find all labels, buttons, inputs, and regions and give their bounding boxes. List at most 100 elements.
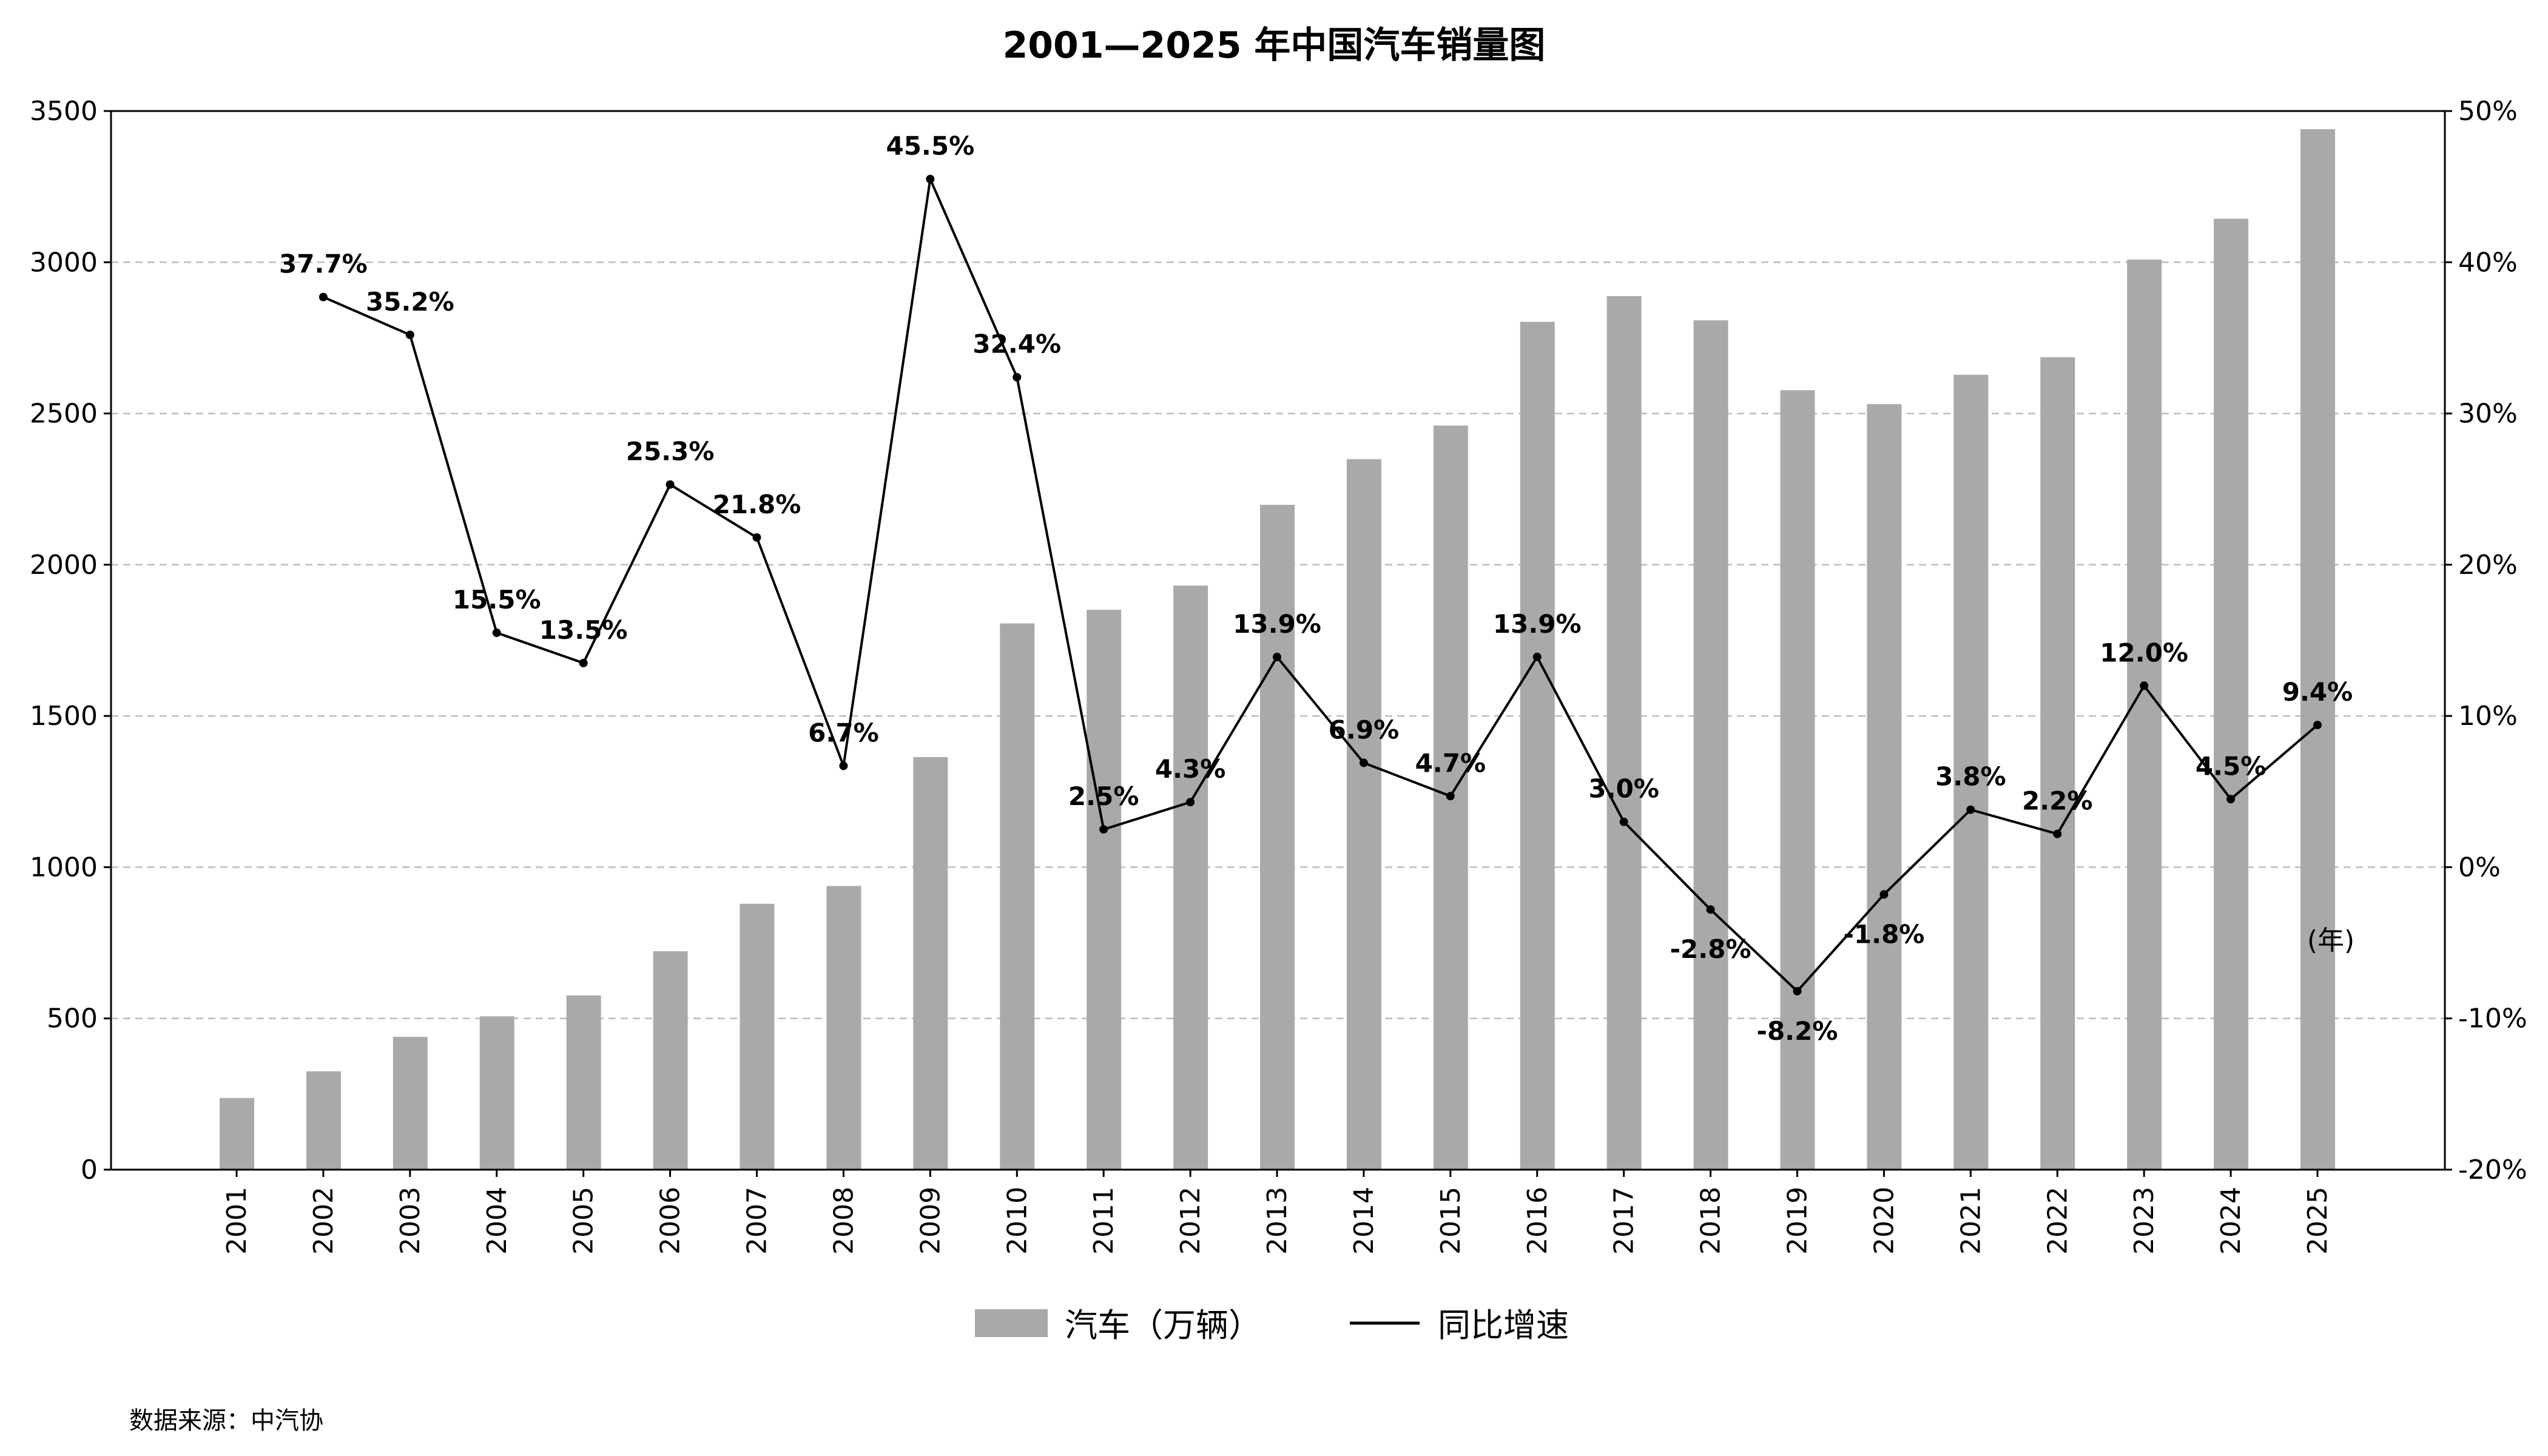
bar-2017 <box>1606 296 1642 1170</box>
point-2005 <box>579 658 588 667</box>
x-tick-label: 2010 <box>1002 1187 1033 1255</box>
x-tick-label: 2011 <box>1088 1187 1119 1255</box>
x-tick-label: 2024 <box>2216 1187 2246 1255</box>
legend-swatch-bar <box>975 1309 1048 1337</box>
bar-2008 <box>826 886 861 1170</box>
bar-2013 <box>1260 505 1295 1170</box>
bar-2009 <box>913 757 948 1170</box>
source-note: 数据来源：中汽协 <box>129 1407 323 1435</box>
bar-2019 <box>1780 390 1815 1170</box>
data-label-2012: 4.3% <box>1155 754 1225 784</box>
x-tick-label: 2003 <box>395 1187 426 1255</box>
x-tick-label: 2005 <box>568 1187 599 1255</box>
line-series: 37.7% 35.2% 15.5%13.5% 25.3% 21.8% 6.7% 45.5% 3… <box>279 131 2353 1046</box>
y-tick-label: 3500 <box>30 96 98 127</box>
x-tick-label: 2006 <box>655 1187 686 1255</box>
bar-2022 <box>2040 357 2075 1170</box>
bar-2024 <box>2214 218 2249 1170</box>
data-label-2005: 13.5% <box>539 615 628 645</box>
x-tick-label: 2015 <box>1435 1187 1466 1255</box>
data-label-2024: 4.5% <box>2196 751 2266 781</box>
point-2012 <box>1186 798 1195 807</box>
point-2009 <box>926 175 935 184</box>
y-tick-label: 1500 <box>30 701 98 732</box>
bar-2011 <box>1087 610 1122 1170</box>
point-2018 <box>1706 905 1715 914</box>
y2-tick-label: 20% <box>2458 550 2518 581</box>
y-tick-label: 500 <box>47 1003 98 1034</box>
x-tick-label: 2016 <box>1522 1187 1553 1255</box>
bar-2020 <box>1867 404 1902 1170</box>
data-label-2021: 3.8% <box>1935 762 2006 792</box>
data-label-2014: 6.9% <box>1329 715 1399 744</box>
data-label-2002: 37.7% <box>279 249 368 279</box>
bar-2006 <box>653 951 688 1170</box>
y2-tick-label: 10% <box>2458 701 2518 732</box>
legend-label-line: 同比增速 <box>1438 1306 1569 1344</box>
x-tick-label: 2017 <box>1609 1187 1640 1255</box>
data-label-2020: -1.8% <box>1843 919 1924 949</box>
data-label-2003: 35.2% <box>366 287 454 317</box>
point-2020 <box>1879 890 1889 899</box>
point-2006 <box>666 480 675 489</box>
x-tick-label: 2007 <box>742 1187 773 1255</box>
bar-2025 <box>2300 129 2335 1170</box>
y-tick-label: 2000 <box>30 550 98 581</box>
data-label-2010: 32.4% <box>972 329 1061 359</box>
data-label-2018: -2.8% <box>1670 934 1751 964</box>
bar-2021 <box>1953 374 1989 1170</box>
point-2017 <box>1619 817 1628 826</box>
x-tick-label: 2020 <box>1869 1187 1899 1255</box>
data-label-2008: 6.7% <box>808 718 878 747</box>
x-tick-label: 2012 <box>1175 1187 1206 1255</box>
bar-2016 <box>1520 322 1555 1170</box>
data-label-2016: 13.9% <box>1493 609 1582 639</box>
x-tick-label: 2004 <box>482 1187 513 1255</box>
y2-tick-label: 40% <box>2458 247 2518 278</box>
point-2008 <box>839 761 848 770</box>
point-2025 <box>2313 721 2322 730</box>
bar-2001 <box>220 1097 254 1170</box>
y2-tick-label: 30% <box>2458 399 2518 430</box>
point-2016 <box>1532 652 1542 661</box>
data-label-2015: 4.7% <box>1415 748 1486 778</box>
bar-2010 <box>1000 623 1035 1170</box>
legend: 汽车（万辆） 同比增速 <box>975 1306 1569 1344</box>
data-label-2011: 2.5% <box>1068 781 1139 811</box>
point-2019 <box>1793 986 1802 996</box>
x-axis-unit-label: (年) <box>2307 925 2354 956</box>
y2-tick-label: -10% <box>2458 1003 2527 1034</box>
x-tick-label: 2021 <box>1955 1187 1986 1255</box>
bar-2012 <box>1173 585 1208 1170</box>
bar-2014 <box>1346 459 1381 1170</box>
x-tick-label: 2022 <box>2042 1187 2073 1255</box>
plot-frame <box>110 110 2446 1171</box>
data-label-2007: 21.8% <box>713 490 801 519</box>
x-tick-label: 2019 <box>1782 1187 1813 1255</box>
data-label-2006: 25.3% <box>626 437 715 467</box>
x-tick-label: 2008 <box>828 1187 859 1255</box>
bar-2002 <box>306 1071 341 1170</box>
growth-line <box>323 174 2319 993</box>
x-tick-label: 2014 <box>1349 1187 1380 1255</box>
y-tick-label: 3000 <box>30 247 98 278</box>
x-tick-label: 2009 <box>915 1187 946 1255</box>
point-2021 <box>1966 805 1975 814</box>
point-2023 <box>2140 681 2149 690</box>
point-2010 <box>1013 372 1022 382</box>
point-2003 <box>405 330 414 339</box>
point-2013 <box>1273 652 1281 661</box>
y2-tick-label: 0% <box>2458 852 2501 883</box>
bar-2018 <box>1693 320 1728 1170</box>
x-tick-label: 2001 <box>221 1187 252 1255</box>
point-2015 <box>1446 792 1455 801</box>
data-label-2009: 45.5% <box>886 131 974 161</box>
point-2022 <box>2053 829 2062 838</box>
x-tick-label: 2013 <box>1262 1187 1293 1255</box>
bar-2005 <box>566 995 601 1170</box>
bar-2023 <box>2127 259 2162 1170</box>
bar-2003 <box>393 1037 428 1170</box>
point-2024 <box>2226 795 2236 804</box>
y2-tick-label: 50% <box>2458 96 2518 127</box>
